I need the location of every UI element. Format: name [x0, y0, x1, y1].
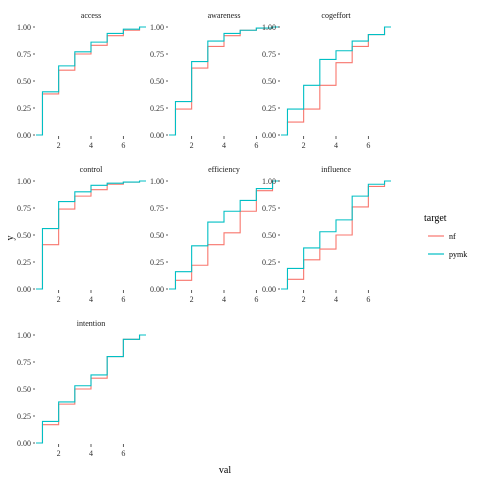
y-tick-label: 0.25 — [150, 104, 164, 113]
y-tick-label: 0.50 — [150, 231, 164, 240]
series-pymk-step-line — [169, 180, 279, 290]
series-pymk-step-line — [36, 26, 146, 136]
x-tick-label: 4 — [222, 295, 226, 304]
y-tick-label: 0.50 — [17, 231, 31, 240]
y-tick-label: 0.25 — [262, 104, 276, 113]
series-nf-step-line — [36, 180, 146, 290]
facet-cogeffort: cogeffort 0.00 0.25 0.50 0.75 1.00 2 4 6 — [262, 11, 391, 150]
y-tick-label: 0.00 — [262, 285, 276, 294]
x-tick-label: 2 — [190, 141, 194, 150]
x-tick-label: 2 — [57, 449, 61, 458]
facet-label: access — [81, 11, 101, 20]
y-tick-label: 0.50 — [17, 385, 31, 394]
facet-awareness: awareness 0.00 0.25 0.50 0.75 1.00 2 4 6 — [150, 11, 279, 150]
facet-label: efficiency — [208, 165, 240, 174]
y-tick-label: 0.00 — [17, 439, 31, 448]
series-pymk-step-line — [36, 180, 146, 290]
y-tick-label: 1.00 — [262, 177, 276, 186]
facet-intention: intention 0.00 0.25 0.50 0.75 1.00 2 4 6 — [17, 319, 146, 458]
y-tick-label: 0.75 — [262, 50, 276, 59]
series-pymk-step-line — [281, 180, 391, 290]
y-tick-label: 0.00 — [150, 285, 164, 294]
legend-items: nf pymk — [428, 232, 467, 259]
y-tick-label: 0.25 — [17, 258, 31, 267]
y-tick-label: 0.75 — [17, 50, 31, 59]
x-tick-label: 2 — [57, 295, 61, 304]
facet-access: access 0.00 0.25 0.50 0.75 1.00 2 4 6 — [17, 11, 146, 150]
x-tick-label: 4 — [89, 295, 93, 304]
x-tick-label: 2 — [190, 295, 194, 304]
x-tick-label: 6 — [254, 295, 258, 304]
x-tick-label: 2 — [302, 295, 306, 304]
y-tick-label: 1.00 — [150, 23, 164, 32]
y-tick-label: 0.00 — [17, 131, 31, 140]
y-tick-label: 1.00 — [262, 23, 276, 32]
x-tick-label: 2 — [302, 141, 306, 150]
series-nf-step-line — [36, 334, 146, 444]
series-pymk-step-line — [281, 26, 391, 136]
y-tick-label: 1.00 — [17, 177, 31, 186]
series-pymk-step-line — [169, 26, 279, 136]
y-tick-label: 0.75 — [262, 204, 276, 213]
y-tick-label: 0.25 — [150, 258, 164, 267]
legend-title: target — [424, 213, 447, 224]
y-tick-label: 0.00 — [17, 285, 31, 294]
x-tick-label: 4 — [334, 141, 338, 150]
y-tick-label: 0.25 — [262, 258, 276, 267]
x-tick-label: 6 — [366, 295, 370, 304]
y-tick-label: 0.00 — [262, 131, 276, 140]
legend-label-nf: nf — [449, 232, 456, 241]
y-axis-title: y — [5, 236, 16, 241]
facet-influence: influence 0.00 0.25 0.50 0.75 1.00 2 4 6 — [262, 165, 391, 304]
x-tick-label: 4 — [222, 141, 226, 150]
y-tick-label: 0.50 — [150, 77, 164, 86]
facet-label: awareness — [208, 11, 241, 20]
legend: target nf pymk — [424, 213, 467, 259]
x-tick-label: 4 — [89, 449, 93, 458]
y-tick-label: 0.25 — [17, 412, 31, 421]
x-tick-label: 6 — [254, 141, 258, 150]
y-tick-label: 0.25 — [17, 104, 31, 113]
y-tick-label: 0.75 — [17, 358, 31, 367]
y-tick-label: 0.50 — [262, 231, 276, 240]
y-tick-label: 0.75 — [150, 50, 164, 59]
y-tick-label: 1.00 — [150, 177, 164, 186]
y-tick-label: 1.00 — [17, 331, 31, 340]
series-pymk-step-line — [36, 334, 146, 444]
facet-label: control — [80, 165, 103, 174]
facet-label: intention — [77, 319, 105, 328]
y-tick-label: 0.50 — [17, 77, 31, 86]
x-tick-label: 6 — [121, 295, 125, 304]
facet-control: control 0.00 0.25 0.50 0.75 1.00 2 4 6 — [17, 165, 146, 304]
x-tick-label: 4 — [334, 295, 338, 304]
x-tick-label: 6 — [121, 449, 125, 458]
y-tick-label: 0.75 — [150, 204, 164, 213]
x-tick-label: 6 — [121, 141, 125, 150]
series-nf-step-line — [169, 180, 279, 290]
facet-label: cogeffort — [321, 11, 351, 20]
facet-efficiency: efficiency 0.00 0.25 0.50 0.75 1.00 2 4 6 — [150, 165, 279, 304]
y-tick-label: 1.00 — [17, 23, 31, 32]
facet-label: influence — [321, 165, 351, 174]
legend-label-pymk: pymk — [449, 250, 467, 259]
y-tick-label: 0.50 — [262, 77, 276, 86]
series-nf-step-line — [281, 180, 391, 290]
x-axis-title: val — [219, 465, 231, 476]
x-tick-label: 4 — [89, 141, 93, 150]
facet-panels: access 0.00 0.25 0.50 0.75 1.00 2 4 6 awareness 0.… — [17, 11, 391, 458]
x-tick-label: 2 — [57, 141, 61, 150]
y-tick-label: 0.75 — [17, 204, 31, 213]
y-tick-label: 0.00 — [150, 131, 164, 140]
x-tick-label: 6 — [366, 141, 370, 150]
series-nf-step-line — [281, 26, 391, 136]
